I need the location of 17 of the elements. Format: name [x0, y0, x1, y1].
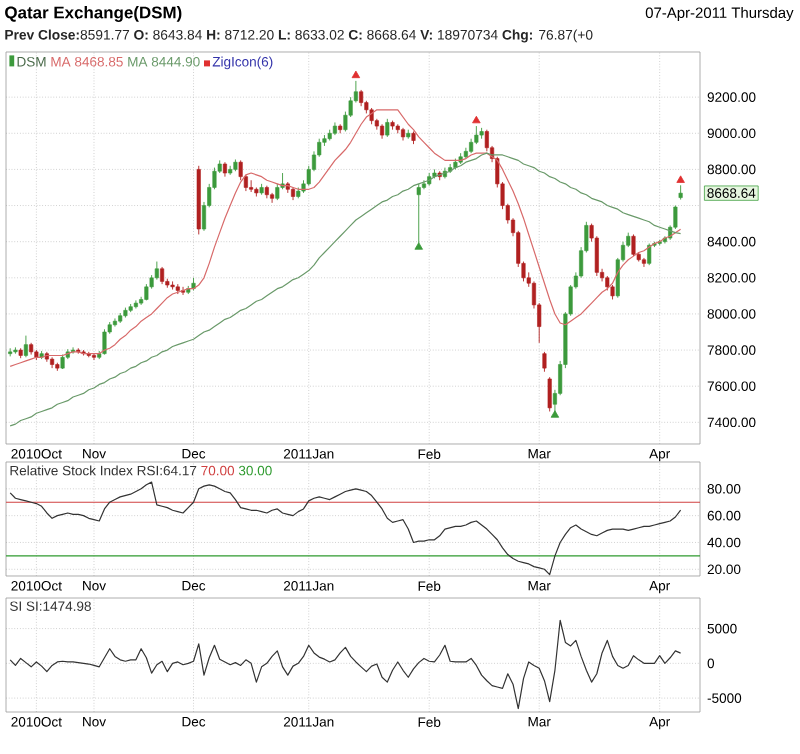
candlestick	[542, 351, 547, 373]
candlestick	[547, 376, 552, 412]
candlestick	[474, 125, 479, 145]
point	[550, 410, 560, 418]
candlestick	[23, 335, 28, 358]
candlestick	[647, 243, 652, 266]
chart-title: Qatar Exchange(DSM)	[5, 6, 182, 22]
candlestick	[270, 192, 275, 204]
candlestick	[133, 299, 138, 309]
point	[351, 70, 361, 79]
candlestick	[154, 261, 159, 281]
point	[676, 175, 685, 183]
candlestick	[249, 179, 254, 193]
candlestick	[102, 328, 107, 356]
point	[414, 242, 423, 250]
candlestick	[385, 118, 390, 138]
point	[472, 115, 481, 124]
